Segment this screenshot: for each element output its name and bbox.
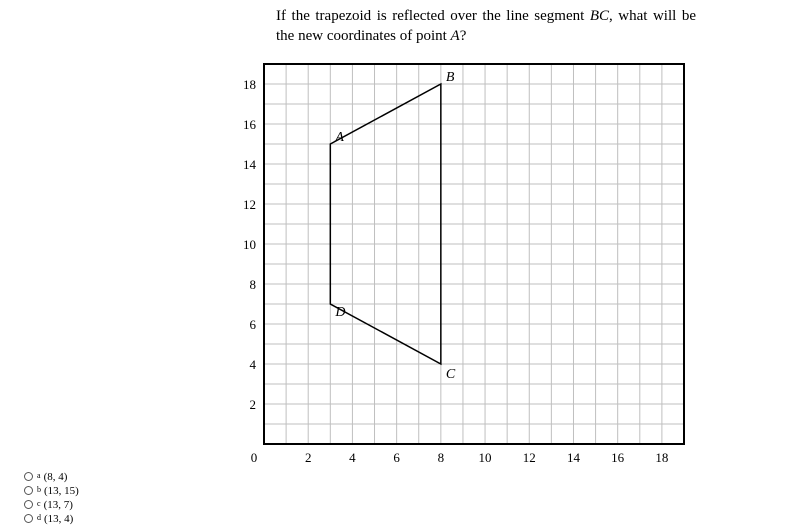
option-text: (13, 7) <box>44 499 73 511</box>
svg-text:16: 16 <box>243 117 257 132</box>
coordinate-grid-chart: 2 4 6 8 10 12 14 16 18 2 4 6 8 10 12 14 16 18 0 A B C D <box>216 56 696 474</box>
svg-text:10: 10 <box>243 237 256 252</box>
svg-text:14: 14 <box>243 157 257 172</box>
svg-text:8: 8 <box>250 277 257 292</box>
q-prefix: If the trapezoid is reflected over the l… <box>276 8 590 24</box>
q-point: A <box>451 28 460 44</box>
svg-text:12: 12 <box>243 197 256 212</box>
svg-text:18: 18 <box>655 450 668 465</box>
svg-text:2: 2 <box>305 450 312 465</box>
radio-icon[interactable] <box>24 500 33 509</box>
radio-icon[interactable] <box>24 472 33 481</box>
svg-text:14: 14 <box>567 450 581 465</box>
svg-text:6: 6 <box>393 450 400 465</box>
svg-text:6: 6 <box>250 317 257 332</box>
answer-option-b[interactable]: b (13, 15) <box>24 484 79 497</box>
radio-icon[interactable] <box>24 514 33 523</box>
svg-text:18: 18 <box>243 77 256 92</box>
svg-text:4: 4 <box>250 357 257 372</box>
answer-option-d[interactable]: d (13, 4) <box>24 512 79 525</box>
option-letter: a <box>37 471 41 480</box>
svg-text:10: 10 <box>479 450 492 465</box>
svg-text:12: 12 <box>523 450 536 465</box>
option-letter: c <box>37 499 41 508</box>
option-letter: b <box>37 485 41 494</box>
answer-options: a (8, 4) b (13, 15) c (13, 7) d (13, 4) <box>24 470 79 526</box>
option-text: (13, 15) <box>44 485 79 497</box>
svg-text:0: 0 <box>251 450 258 465</box>
svg-text:8: 8 <box>438 450 445 465</box>
svg-text:4: 4 <box>349 450 356 465</box>
svg-text:D: D <box>334 305 345 320</box>
option-letter: d <box>37 513 41 522</box>
grid-svg: 2 4 6 8 10 12 14 16 18 2 4 6 8 10 12 14 16 18 0 A B C D <box>216 56 696 474</box>
svg-text:2: 2 <box>250 397 257 412</box>
option-text: (8, 4) <box>44 471 68 483</box>
svg-text:B: B <box>446 70 455 85</box>
answer-option-a[interactable]: a (8, 4) <box>24 470 79 483</box>
radio-icon[interactable] <box>24 486 33 495</box>
q-segment: BC <box>590 8 609 24</box>
svg-text:A: A <box>334 130 344 145</box>
question-text: If the trapezoid is reflected over the l… <box>276 6 696 47</box>
svg-text:16: 16 <box>611 450 625 465</box>
svg-text:C: C <box>446 367 456 382</box>
option-text: (13, 4) <box>44 513 73 525</box>
q-suffix: ? <box>460 28 467 44</box>
answer-option-c[interactable]: c (13, 7) <box>24 498 79 511</box>
